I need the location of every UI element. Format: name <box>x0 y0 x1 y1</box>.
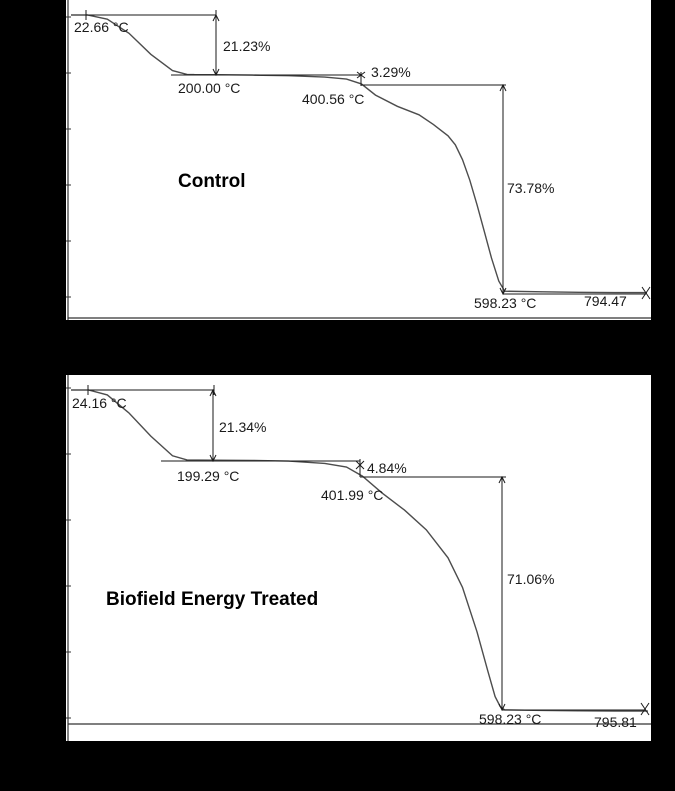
control-y-ticks <box>66 16 71 298</box>
control-start-temp-label: 22.66 °C <box>74 19 129 35</box>
control-step3-end-label: 598.23 °C <box>474 295 536 311</box>
treated-step-markers <box>87 385 650 716</box>
treated-final-marker-b <box>640 702 650 716</box>
treated-chart-svg: 24.16 °C 21.34% 199.29 °C 4.84% 401.99 °… <box>66 375 651 741</box>
treated-start-temp-label: 24.16 °C <box>72 395 127 411</box>
control-chart-svg: 22.66 °C 21.23% 200.00 °C 3.29% 400.56 °… <box>66 0 651 320</box>
control-step2-cross-b <box>356 71 366 79</box>
control-final-temp-label: 794.47 <box>584 293 627 309</box>
control-step3-loss-label: 73.78% <box>507 180 554 196</box>
treated-step2-loss-label: 4.84% <box>367 460 407 476</box>
control-step2-end-label: 400.56 °C <box>302 91 364 107</box>
treated-step2-cross-b <box>355 460 365 470</box>
control-step1-arrowhead-top <box>212 13 220 22</box>
treated-chart-title: Biofield Energy Treated <box>106 589 318 610</box>
control-step3-arrowhead-top <box>499 83 507 92</box>
treated-step1-arrowhead-top <box>209 388 217 397</box>
treated-step1-loss-label: 21.34% <box>219 419 266 435</box>
control-final-marker-b <box>641 286 651 300</box>
control-step-markers <box>85 10 651 300</box>
treated-step3-end-label: 598.23 °C <box>479 711 541 727</box>
treated-step2-end-label: 401.99 °C <box>321 487 383 503</box>
treated-step3-arrowhead-top <box>498 475 506 484</box>
control-x-tick-labels: 200 400 600 <box>0 318 675 326</box>
control-step1-end-label: 200.00 °C <box>178 80 240 96</box>
control-tga-curve <box>71 14 647 294</box>
treated-chart-panel: 24.16 °C 21.34% 199.29 °C 4.84% 401.99 °… <box>66 375 651 741</box>
control-step2-loss-label: 3.29% <box>371 64 411 80</box>
treated-tga-curve <box>71 389 648 712</box>
treated-x-tick-labels: 0 200 400 600 8 <box>0 741 675 749</box>
control-step1-loss-label: 21.23% <box>223 38 270 54</box>
treated-step3-loss-label: 71.06% <box>507 571 554 587</box>
control-chart-panel: 22.66 °C 21.23% 200.00 °C 3.29% 400.56 °… <box>66 0 651 320</box>
treated-final-temp-label: 795.81 <box>594 714 637 730</box>
treated-step1-end-label: 199.29 °C <box>177 468 239 484</box>
control-chart-title: Control <box>178 171 246 192</box>
treated-y-ticks <box>66 387 71 719</box>
